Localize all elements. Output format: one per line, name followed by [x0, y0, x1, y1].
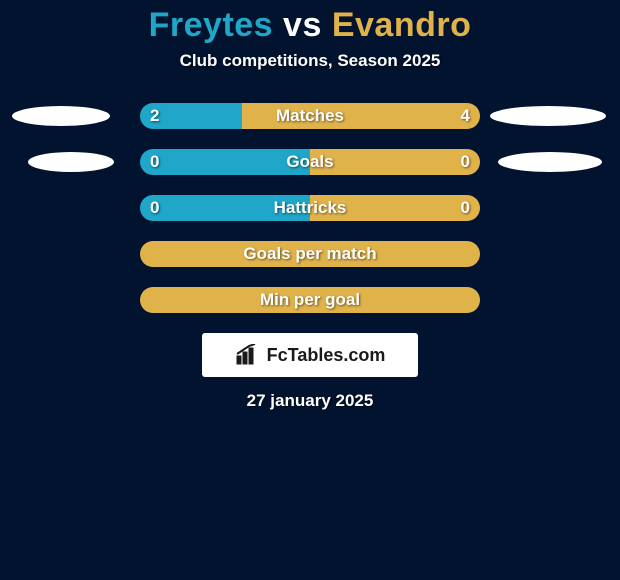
- oval-right-icon: [490, 106, 606, 126]
- bar-track: [140, 241, 480, 267]
- oval-right-icon: [498, 152, 602, 172]
- bar-track: [140, 103, 480, 129]
- title-player2: Evandro: [332, 6, 472, 44]
- stat-rows: 2 Matches 4 0 Goals 0 0 Hattricks 0: [0, 103, 620, 313]
- bar-left-fill: [140, 103, 242, 129]
- bar-track: [140, 195, 480, 221]
- stat-row-hattricks: 0 Hattricks 0: [0, 195, 620, 221]
- bar-track: [140, 287, 480, 313]
- comparison-infographic: Freytes vs Evandro Club competitions, Se…: [0, 0, 620, 580]
- stat-row-min-per-goal: Min per goal: [0, 287, 620, 313]
- oval-left-icon: [28, 152, 114, 172]
- bar-right-fill: [310, 149, 480, 175]
- stat-row-matches: 2 Matches 4: [0, 103, 620, 129]
- oval-left-icon: [12, 106, 110, 126]
- logo-suffix: Tables.com: [288, 345, 386, 365]
- bar-track: [140, 149, 480, 175]
- bar-left-fill: [140, 195, 310, 221]
- stat-row-goals: 0 Goals 0: [0, 149, 620, 175]
- logo-box: FcTables.com: [202, 333, 418, 377]
- title-player1: Freytes: [149, 6, 273, 44]
- bar-right-fill: [242, 103, 480, 129]
- logo-text: FcTables.com: [267, 345, 386, 366]
- date-text: 27 january 2025: [0, 391, 620, 411]
- page-title: Freytes vs Evandro: [0, 0, 620, 45]
- title-vs: vs: [283, 6, 322, 44]
- stat-row-goals-per-match: Goals per match: [0, 241, 620, 267]
- bar-right-fill: [310, 195, 480, 221]
- subtitle: Club competitions, Season 2025: [0, 51, 620, 71]
- bar-chart-icon: [235, 344, 261, 366]
- bar-right-fill: [140, 241, 480, 267]
- bar-right-fill: [140, 287, 480, 313]
- bar-left-fill: [140, 149, 310, 175]
- logo-prefix: Fc: [267, 345, 288, 365]
